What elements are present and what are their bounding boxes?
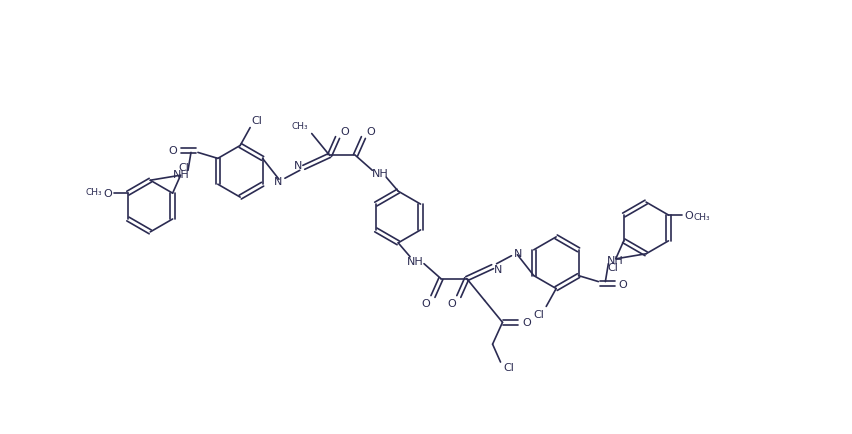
Text: Cl: Cl [534,309,544,319]
Text: O: O [104,189,112,199]
Text: Cl: Cl [251,115,262,125]
Text: O: O [422,299,430,309]
Text: O: O [366,126,375,136]
Text: O: O [619,279,628,289]
Text: N: N [273,177,282,187]
Text: Cl: Cl [503,362,514,372]
Text: O: O [340,126,349,136]
Text: Cl: Cl [607,262,619,272]
Text: NH: NH [406,256,423,266]
Text: O: O [684,210,693,220]
Text: CH₃: CH₃ [694,213,711,222]
Text: CH₃: CH₃ [291,122,308,131]
Text: N: N [494,264,503,274]
Text: O: O [522,318,531,328]
Text: NH: NH [372,169,389,179]
Text: Cl: Cl [178,163,189,173]
Text: N: N [294,161,302,171]
Text: CH₃: CH₃ [86,187,102,196]
Text: O: O [447,299,456,309]
Text: NH: NH [173,170,189,180]
Text: O: O [169,146,177,156]
Text: NH: NH [607,255,624,265]
Text: N: N [515,248,522,258]
